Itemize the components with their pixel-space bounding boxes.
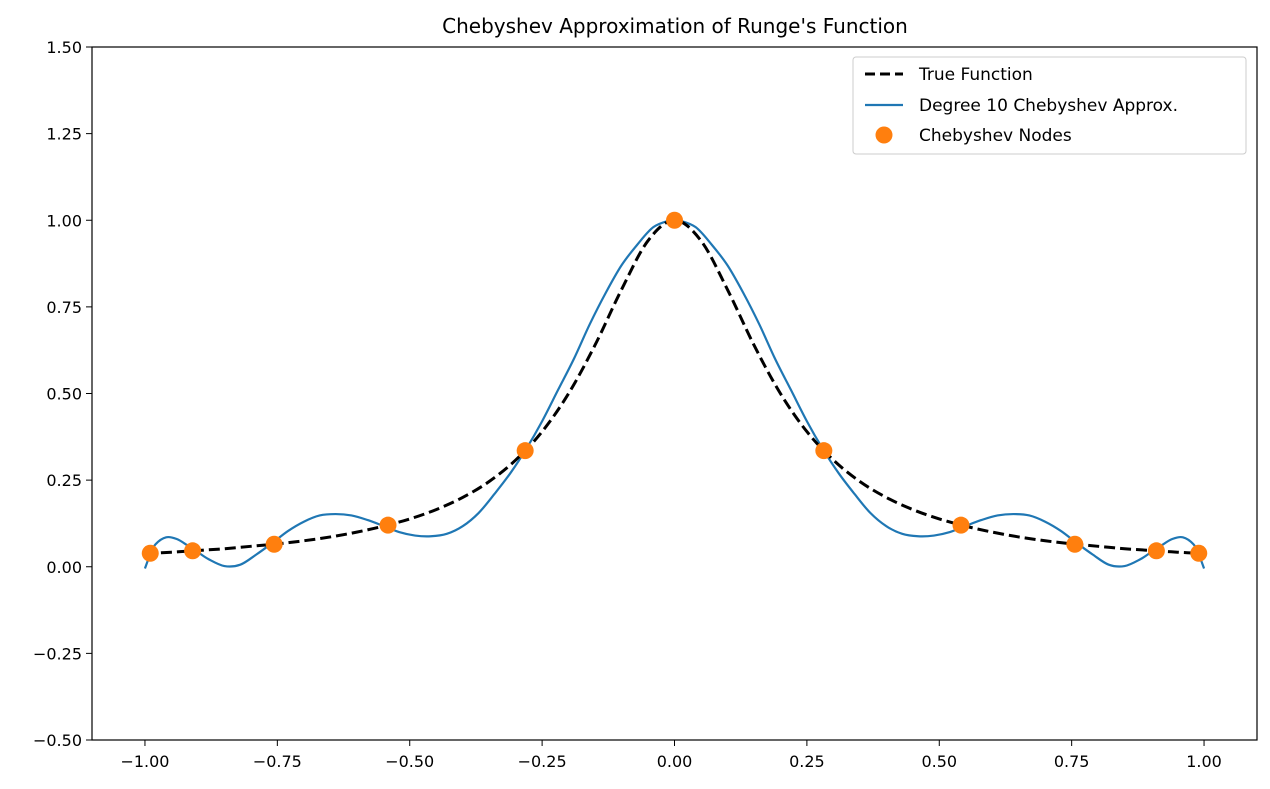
legend-label-chebyshev-approx: Degree 10 Chebyshev Approx.: [919, 96, 1178, 116]
legend-label-chebyshev-nodes: Chebyshev Nodes: [919, 126, 1072, 146]
chebyshev-node-point: [141, 544, 159, 562]
chart-title: Chebyshev Approximation of Runge's Funct…: [442, 14, 908, 38]
y-tick-label: −0.50: [33, 731, 82, 750]
legend-box: [852, 56, 1247, 155]
chebyshev-node-point: [666, 211, 683, 229]
chebyshev-node-point: [952, 516, 970, 534]
y-tick-label: 0.00: [46, 558, 82, 577]
chebyshev-node-point: [1066, 535, 1084, 553]
x-tick-label: 0.75: [1054, 752, 1090, 771]
chebyshev-node-point: [184, 542, 202, 560]
chebyshev-node-point: [815, 442, 833, 460]
y-tick-label: 1.25: [46, 125, 82, 144]
y-axis-ticks: −0.50 −0.25 0.00 0.25 0.50 0.75 1.00 1.25 1.50: [33, 38, 92, 750]
x-tick-label: −1.00: [120, 752, 169, 771]
plot-frame: [91, 46, 1258, 741]
chebyshev-node-point: [379, 516, 397, 534]
x-tick-label: 0.00: [657, 752, 693, 771]
chebyshev-node-point: [1190, 544, 1208, 562]
y-tick-label: 1.00: [46, 211, 82, 230]
x-tick-label: −0.75: [253, 752, 302, 771]
legend-label-true-function: True Function: [918, 65, 1033, 85]
y-tick-label: 0.75: [46, 298, 82, 317]
legend-swatch-chebyshev-nodes: [875, 126, 893, 144]
y-tick-label: −0.25: [33, 644, 82, 663]
x-tick-label: −0.25: [518, 752, 567, 771]
x-tick-label: 0.50: [921, 752, 957, 771]
series-layer: [141, 211, 1208, 569]
x-tick-label: 1.00: [1186, 752, 1222, 771]
x-axis-ticks: −1.00 −0.75 −0.50 −0.25 0.00 0.25 0.50 0.75 1.00: [120, 740, 1222, 771]
x-tick-label: 0.25: [789, 752, 825, 771]
y-tick-label: 1.50: [46, 38, 82, 57]
y-tick-label: 0.50: [46, 385, 82, 404]
chebyshev-node-point: [516, 442, 534, 460]
y-tick-label: 0.25: [46, 471, 82, 490]
chebyshev-node-point: [265, 535, 283, 553]
chebyshev-node-point: [1147, 542, 1165, 560]
x-tick-label: −0.50: [385, 752, 434, 771]
legend: True Function Degree 10 Chebyshev Approx…: [852, 56, 1247, 155]
